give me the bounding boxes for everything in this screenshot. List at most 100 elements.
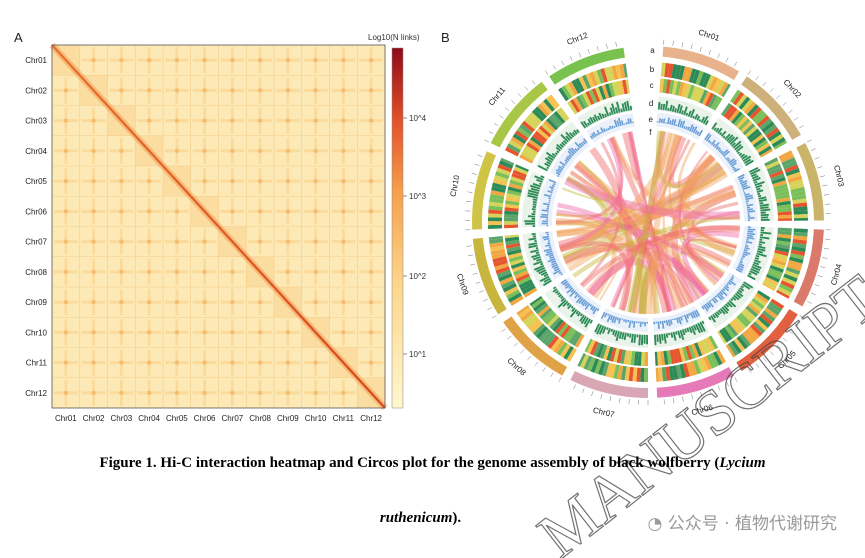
- heatmap-x-label: Chr04: [138, 414, 160, 423]
- heatmap-frame: [51, 44, 386, 409]
- heatmap-block: [248, 289, 272, 316]
- heatmap-block: [248, 319, 272, 346]
- heatmap-block: [137, 47, 161, 74]
- heatmap-block: [248, 47, 272, 74]
- circos-link: [671, 154, 716, 305]
- heatmap-block: [359, 258, 383, 285]
- heatmap-block: [276, 137, 300, 164]
- wechat-icon: ◔: [647, 514, 668, 534]
- circos-link: [609, 136, 689, 307]
- heatmap-block: [303, 379, 328, 406]
- heatmap-block: [220, 379, 245, 406]
- circos-link: [562, 243, 709, 296]
- circos-chromosome-arc: [545, 41, 625, 85]
- heatmap-x-label: Chr02: [83, 414, 105, 423]
- circos-link: [677, 141, 740, 221]
- circos-link: [564, 177, 741, 220]
- heatmap-block: [331, 289, 356, 316]
- circos-track-label: d: [649, 99, 653, 108]
- heatmap-block: [137, 349, 161, 376]
- heatmap-block: [331, 198, 356, 225]
- heatmap-block: [276, 47, 300, 74]
- heatmap-blocks: [49, 42, 388, 411]
- heatmap-block: [331, 107, 356, 134]
- heatmap-block: [331, 228, 356, 255]
- circos-chromosome-label: Chr07: [592, 406, 616, 420]
- heatmap-block: [248, 107, 272, 134]
- colorbar-gradient: [391, 47, 404, 409]
- colorbar-tick-label: 10^3: [409, 192, 427, 201]
- circos-link: [556, 229, 683, 310]
- heatmap-block: [81, 198, 106, 225]
- heatmap-block: [276, 319, 300, 346]
- heatmap-block: [359, 107, 383, 134]
- circos-track-segment: [558, 63, 635, 143]
- heatmap-y-label: Chr08: [25, 268, 47, 277]
- circos-link: [561, 176, 609, 259]
- heatmap-block: [248, 137, 272, 164]
- heatmap-diagonal: [51, 44, 386, 409]
- circos-track-segment: [488, 157, 561, 229]
- circos-link: [628, 130, 667, 314]
- circos-link: [662, 134, 684, 308]
- circos-track-segment: [505, 94, 591, 179]
- heatmap-block: [81, 258, 106, 285]
- heatmap-block: [165, 198, 189, 225]
- circos-link: [555, 217, 617, 299]
- caption-text: Figure 1. Hi-C interaction heatmap and C…: [99, 455, 720, 471]
- heatmap-block: [81, 379, 106, 406]
- circos-link: [612, 139, 691, 308]
- heatmap-block: [276, 198, 300, 225]
- heatmap-block: [276, 107, 300, 134]
- heatmap-y-label: Chr06: [25, 207, 47, 216]
- source-tag-text: 公众号 · 植物代谢研究: [667, 514, 837, 534]
- heatmap-y-label: Chr11: [26, 359, 48, 368]
- circos-link: [556, 209, 724, 279]
- circos-link: [668, 136, 716, 189]
- circos-link: [686, 211, 740, 282]
- heatmap-x-label: Chr12: [360, 414, 382, 423]
- circos-chromosome-arc: [466, 237, 507, 319]
- circos-chromosome-label: Chr03: [832, 164, 846, 188]
- heatmap-block: [109, 168, 134, 195]
- heatmap-block: [81, 319, 106, 346]
- heatmap-block: [192, 77, 217, 104]
- heatmap-block: [359, 47, 383, 74]
- heatmap-block: [220, 198, 245, 225]
- circos-link: [686, 238, 737, 283]
- heatmap-block: [54, 319, 78, 346]
- heatmap-x-labels: Chr01 Chr02 Chr03 Chr04 Chr05 Chr06 Chr07 Chr08…: [55, 414, 383, 423]
- heatmap-block: [192, 379, 217, 406]
- hic-heatmap: Chr01 Chr02 Chr03 Chr04 Chr05 Chr06 Chr07 Chr08…: [25, 42, 388, 423]
- heatmap-block: [81, 228, 106, 255]
- heatmap-block: [220, 349, 245, 376]
- heatmap-x-label: Chr10: [305, 414, 327, 423]
- panel-label-a: A: [14, 30, 23, 45]
- circos-link: [677, 250, 726, 300]
- heatmap-y-label: Chr12: [25, 389, 47, 398]
- circos-link: [628, 131, 678, 311]
- circos-link: [565, 241, 731, 268]
- heatmap-block: [303, 137, 328, 164]
- circos-link: [567, 168, 727, 272]
- heatmap-block: [165, 228, 189, 255]
- heatmap-block: [137, 289, 161, 316]
- colorbar-tick-label: 10^4: [409, 114, 427, 123]
- heatmap-block: [109, 198, 134, 225]
- heatmap-block: [109, 47, 134, 74]
- heatmap-x-label: Chr07: [221, 414, 243, 423]
- heatmap-block: [192, 319, 217, 346]
- heatmap-block: [331, 47, 356, 74]
- heatmap-block: [359, 228, 383, 255]
- circos-track-segment: [701, 89, 788, 175]
- heatmap-block: [54, 198, 78, 225]
- circos-link: [559, 184, 734, 252]
- circos-link: [556, 189, 737, 238]
- circos-link: [690, 201, 739, 250]
- heatmap-block: [220, 47, 245, 74]
- heatmap-block: [165, 349, 189, 376]
- heatmap-block: [248, 379, 272, 406]
- heatmap-block: [137, 319, 161, 346]
- heatmap-block: [220, 77, 245, 104]
- heatmap-y-label: Chr04: [25, 147, 47, 156]
